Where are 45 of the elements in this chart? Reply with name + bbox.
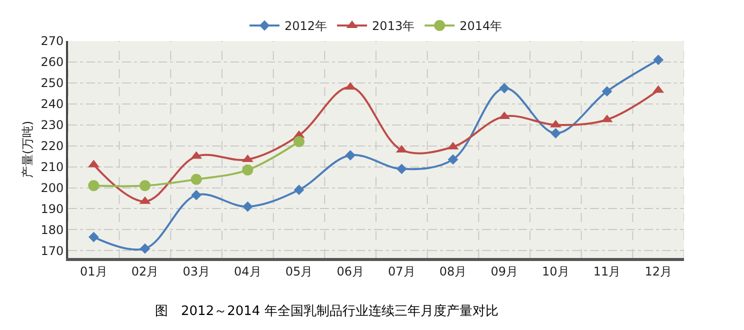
x-tick-label: 06月 bbox=[336, 264, 364, 278]
y-tick-label: 200 bbox=[40, 180, 64, 195]
point bbox=[345, 150, 356, 160]
x-tick-label: 07月 bbox=[388, 264, 416, 278]
point bbox=[140, 243, 150, 254]
y-tick-label: 210 bbox=[40, 160, 64, 174]
point bbox=[294, 184, 304, 196]
x-tick-label: 08月 bbox=[439, 264, 467, 278]
point bbox=[499, 82, 510, 94]
point bbox=[448, 154, 458, 165]
x-tick-label: 03月 bbox=[182, 264, 210, 278]
y-tick-label: 170 bbox=[40, 244, 64, 258]
x-tick-label: 09月 bbox=[490, 264, 518, 278]
y-axis-title: 产量(万吨) bbox=[20, 120, 34, 178]
y-tick-label: 250 bbox=[40, 76, 64, 90]
y-tick-label: 220 bbox=[40, 139, 64, 154]
point bbox=[191, 190, 202, 200]
point bbox=[242, 164, 254, 176]
y-tick-label: 190 bbox=[40, 202, 64, 216]
legend-label: 2014年 bbox=[460, 19, 502, 34]
point bbox=[550, 128, 561, 138]
legend-label: 2013年 bbox=[372, 19, 415, 34]
point bbox=[396, 164, 407, 174]
point bbox=[190, 174, 202, 185]
point bbox=[88, 232, 99, 242]
y-tick-label: 240 bbox=[40, 97, 64, 112]
x-tick-label: 04月 bbox=[234, 264, 262, 278]
point bbox=[140, 180, 150, 192]
legend-label: 2012年 bbox=[284, 19, 328, 34]
x-tick-label: 01月 bbox=[80, 264, 108, 278]
x-tick-label: 11月 bbox=[593, 264, 621, 278]
point bbox=[242, 201, 253, 212]
y-tick-label: 180 bbox=[40, 222, 64, 237]
x-tick-label: 12月 bbox=[644, 264, 672, 278]
point bbox=[88, 180, 100, 192]
y-tick-label: 260 bbox=[40, 55, 64, 70]
x-tick-label: 02月 bbox=[131, 264, 159, 278]
x-tick-label: 10月 bbox=[542, 264, 570, 278]
caption: 图 2012～2014 年全国乳制品行业连续三年月度产量对比 bbox=[155, 303, 498, 319]
y-tick-label: 270 bbox=[40, 34, 64, 48]
point bbox=[653, 54, 664, 66]
point bbox=[602, 86, 612, 97]
point bbox=[294, 136, 304, 148]
y-tick-label: 230 bbox=[40, 118, 64, 132]
x-tick-label: 05月 bbox=[285, 264, 313, 278]
